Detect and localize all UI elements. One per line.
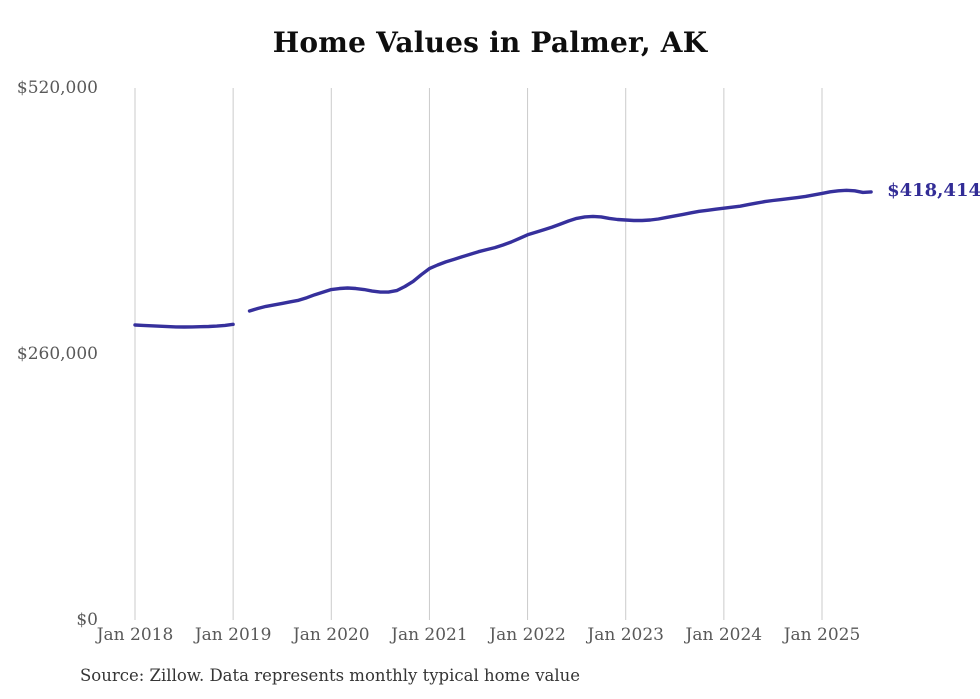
x-axis-tick-label: Jan 2020 xyxy=(292,625,370,645)
x-axis-tick-label: Jan 2023 xyxy=(587,625,664,645)
x-axis-tick-label: Jan 2022 xyxy=(489,625,566,645)
source-note: Source: Zillow. Data represents monthly … xyxy=(80,666,581,685)
y-axis-tick-label: $0 xyxy=(76,610,98,630)
end-value-label: $418,414 xyxy=(887,179,980,201)
trend-line xyxy=(247,188,873,313)
x-axis-tick-label: Jan 2024 xyxy=(685,625,763,645)
x-axis-tick-label: Jan 2018 xyxy=(96,625,174,645)
x-axis-tick-label: Jan 2019 xyxy=(194,625,272,645)
y-axis-tick-label: $260,000 xyxy=(16,344,98,364)
x-axis-tick-label: Jan 2025 xyxy=(783,625,861,645)
x-axis-tick-label: Jan 2021 xyxy=(391,625,468,645)
trend-line xyxy=(133,322,235,329)
chart-title: Home Values in Palmer, AK xyxy=(272,26,708,59)
y-axis-tick-label: $520,000 xyxy=(16,78,98,98)
